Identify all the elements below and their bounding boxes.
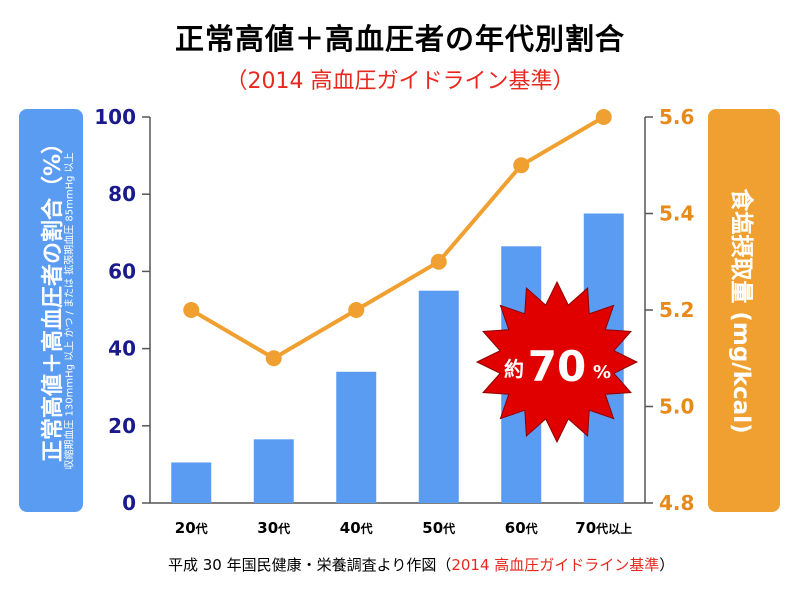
x-tick-number: 50: [422, 519, 443, 537]
line-point-1: [265, 350, 282, 367]
bar-3: [418, 290, 459, 503]
left-tick-label: 40: [108, 337, 136, 361]
left-axis-title-panel: 正常高値＋高血圧者の割合（%） 収縮期血圧 130mmHg 以上 かつ / また…: [19, 109, 83, 512]
right-tick-label: 5.2: [659, 298, 694, 322]
source-highlight: 2014 高血圧ガイドライン基準: [451, 556, 660, 574]
right-tick-label: 5.4: [659, 202, 694, 226]
source-close: ）: [659, 556, 675, 574]
source-note: 平成 30 年国民健康・栄養調査より作図（2014 高血圧ガイドライン基準）: [168, 554, 674, 575]
bar-0: [171, 462, 212, 503]
salt-intake-line: [190, 115, 605, 361]
badge-value: 70: [528, 342, 586, 391]
x-tick-label: 40代: [340, 519, 373, 537]
bar-2: [336, 371, 377, 503]
x-tick-number: 30: [257, 519, 278, 537]
x-tick-suffix: 代: [277, 521, 290, 536]
x-tick-suffix: 代: [442, 521, 455, 536]
x-tick-suffix: 代: [360, 521, 373, 536]
x-tick-label: 60代: [505, 519, 538, 537]
x-tick-number: 40: [340, 519, 361, 537]
x-tick-suffix: 代: [525, 521, 538, 536]
x-tick-label: 30代: [257, 519, 290, 537]
line-point-2: [348, 302, 365, 318]
line-point-0: [183, 302, 200, 318]
line-point-3: [430, 253, 447, 270]
x-tick-label: 70代以上: [575, 519, 632, 537]
starburst-shape: [475, 280, 639, 444]
bar-1: [253, 439, 294, 503]
right-tick-label: 5.6: [659, 105, 694, 129]
x-tick-suffix: 代: [195, 521, 208, 536]
x-tick-label: 50代: [422, 519, 455, 537]
line-point-4: [513, 157, 530, 174]
badge-suffix: %: [593, 362, 611, 383]
left-tick-label: 20: [108, 414, 136, 438]
badge-prefix: 約: [504, 357, 524, 381]
line-point-5: [595, 109, 612, 125]
right-axis-title-panel: 食塩摂取量 (mg/kcal): [708, 109, 780, 512]
chart-subtitle: （2014 高血圧ガイドライン基準）: [225, 69, 575, 94]
left-tick-label: 0: [122, 491, 136, 515]
left-tick-label: 60: [108, 259, 136, 283]
right-tick-label: 4.8: [659, 491, 694, 515]
left-tick-label: 100: [94, 105, 136, 129]
x-tick-label: 20代: [175, 519, 208, 537]
x-tick-suffix: 代以上: [595, 521, 632, 536]
approx-70-percent-badge: 約 70 %: [475, 280, 639, 444]
x-tick-number: 60: [505, 519, 526, 537]
chart-title: 正常高値＋高血圧者の年代別割合: [174, 22, 625, 56]
x-tick-number: 70: [575, 519, 596, 537]
left-tick-label: 80: [108, 182, 136, 206]
x-tick-number: 20: [175, 519, 196, 537]
source-text: 平成 30 年国民健康・栄養調査より作図（: [168, 556, 452, 574]
right-tick-label: 5.0: [659, 395, 694, 419]
